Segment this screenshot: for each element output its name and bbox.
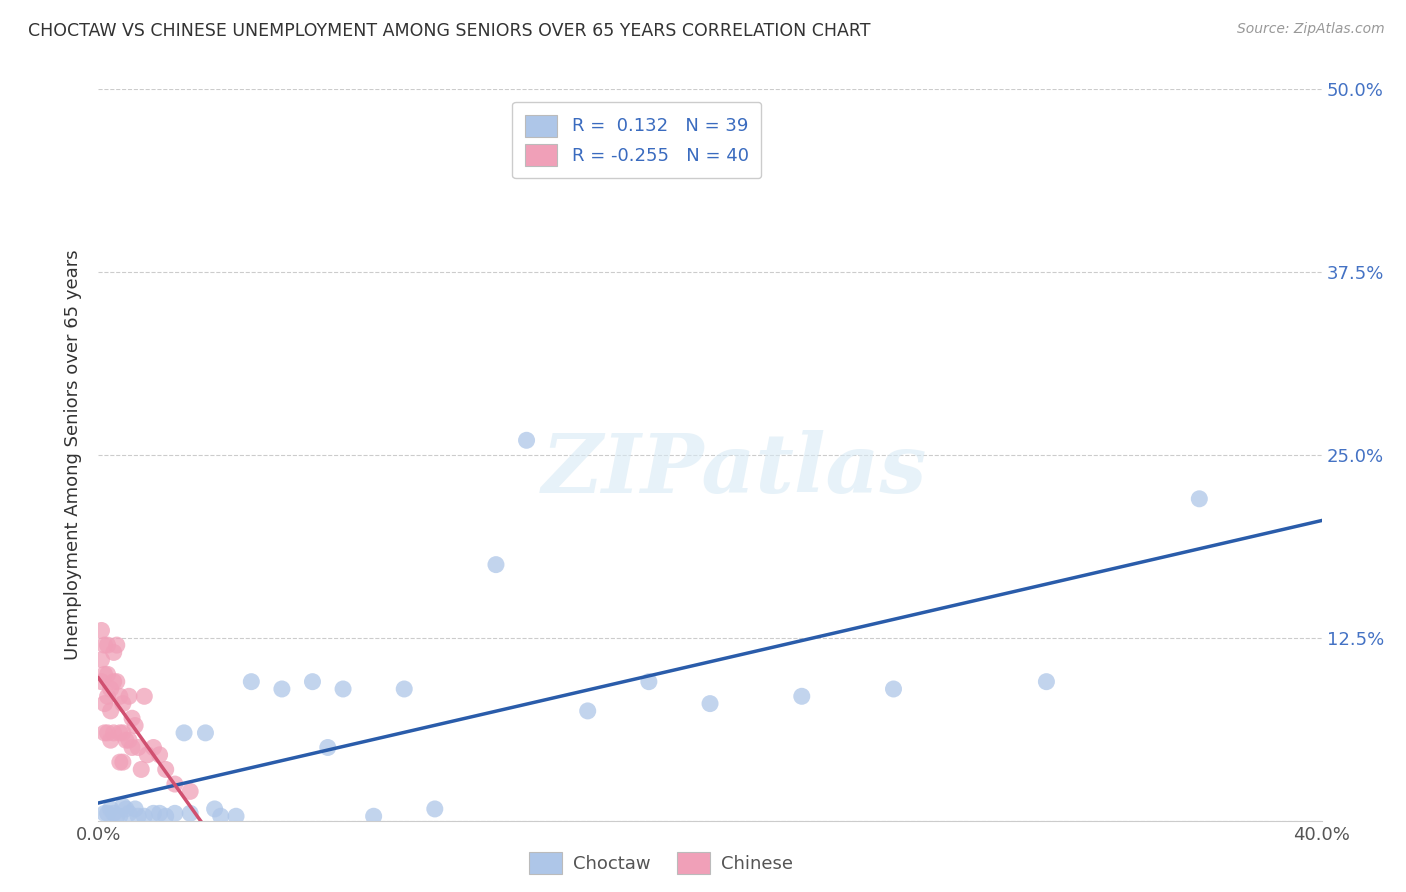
Point — [516, 434, 538, 448]
Point — [1188, 491, 1211, 506]
Point — [127, 809, 149, 823]
Text: ZIPatlas: ZIPatlas — [541, 430, 927, 509]
Point — [316, 740, 339, 755]
Point — [93, 806, 115, 821]
Point — [423, 802, 446, 816]
Point — [97, 638, 120, 652]
Point — [103, 645, 125, 659]
Legend: Choctaw, Chinese: Choctaw, Chinese — [522, 845, 800, 881]
Point — [121, 711, 143, 725]
Point — [108, 726, 131, 740]
Point — [637, 674, 661, 689]
Point — [179, 784, 201, 798]
Point — [108, 809, 131, 823]
Point — [111, 755, 134, 769]
Point — [90, 624, 112, 638]
Point — [270, 681, 292, 696]
Point — [124, 718, 146, 732]
Point — [225, 809, 247, 823]
Point — [118, 806, 141, 821]
Point — [209, 809, 232, 823]
Point — [103, 726, 125, 740]
Point — [118, 733, 141, 747]
Point — [103, 806, 125, 821]
Text: CHOCTAW VS CHINESE UNEMPLOYMENT AMONG SENIORS OVER 65 YEARS CORRELATION CHART: CHOCTAW VS CHINESE UNEMPLOYMENT AMONG SE… — [28, 22, 870, 40]
Point — [363, 809, 385, 823]
Point — [108, 690, 131, 704]
Point — [90, 653, 112, 667]
Y-axis label: Unemployment Among Seniors over 65 years: Unemployment Among Seniors over 65 years — [65, 250, 83, 660]
Point — [115, 802, 138, 816]
Point — [93, 697, 115, 711]
Point — [240, 674, 263, 689]
Point — [115, 733, 138, 747]
Point — [108, 755, 131, 769]
Point — [163, 806, 186, 821]
Point — [155, 763, 177, 777]
Point — [105, 638, 128, 652]
Point — [100, 733, 122, 747]
Point — [149, 747, 172, 762]
Point — [179, 806, 201, 821]
Point — [111, 799, 134, 814]
Point — [301, 674, 323, 689]
Point — [204, 802, 226, 816]
Point — [155, 809, 177, 823]
Point — [105, 809, 128, 823]
Point — [97, 806, 120, 821]
Point — [699, 697, 721, 711]
Point — [124, 802, 146, 816]
Point — [149, 806, 172, 821]
Point — [90, 674, 112, 689]
Point — [134, 690, 156, 704]
Point — [118, 690, 141, 704]
Point — [194, 726, 217, 740]
Point — [127, 740, 149, 755]
Point — [100, 681, 122, 696]
Point — [1035, 674, 1057, 689]
Point — [103, 674, 125, 689]
Point — [97, 667, 120, 681]
Point — [100, 802, 122, 816]
Point — [93, 638, 115, 652]
Point — [111, 726, 134, 740]
Point — [142, 806, 165, 821]
Point — [790, 690, 813, 704]
Point — [163, 777, 186, 791]
Point — [392, 681, 416, 696]
Point — [883, 681, 905, 696]
Text: Source: ZipAtlas.com: Source: ZipAtlas.com — [1237, 22, 1385, 37]
Point — [105, 674, 128, 689]
Point — [129, 763, 152, 777]
Point — [485, 558, 508, 572]
Point — [97, 726, 120, 740]
Point — [134, 809, 156, 823]
Point — [97, 690, 120, 704]
Point — [576, 704, 599, 718]
Point — [93, 667, 115, 681]
Point — [332, 681, 354, 696]
Point — [142, 740, 165, 755]
Point — [173, 726, 195, 740]
Point — [93, 726, 115, 740]
Point — [111, 697, 134, 711]
Point — [100, 704, 122, 718]
Point — [121, 740, 143, 755]
Point — [136, 747, 159, 762]
